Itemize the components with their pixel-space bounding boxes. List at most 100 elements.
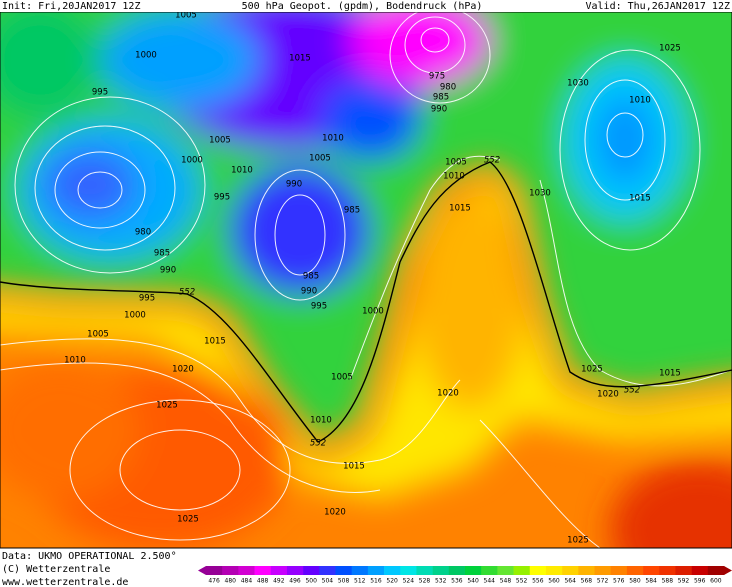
isobar-label: 1000 (362, 307, 384, 317)
isobar-label: 995 (139, 294, 155, 304)
colorbar-label: 588 (662, 578, 674, 585)
isobar-label: 1015 (343, 462, 365, 472)
colorbar-swatch (497, 566, 514, 575)
colorbar-swatch (659, 566, 676, 575)
isobar-label: 990 (431, 105, 447, 115)
data-source: Data: UKMO OPERATIONAL 2.500° (2, 551, 177, 562)
colorbar-label: 548 (500, 578, 512, 585)
isobar-label: 1025 (659, 44, 681, 54)
colorbar-swatch (416, 566, 433, 575)
colorbar-swatch (578, 566, 595, 575)
isobar-label: 1010 (443, 172, 465, 182)
colorbar-label: 492 (273, 578, 285, 585)
isobar-label: 975 (429, 72, 445, 82)
copyright: (C) Wetterzentrale (2, 564, 110, 575)
colorbar-swatch (384, 566, 401, 575)
colorbar-label: 552 (516, 578, 528, 585)
isobar-label: 1010 (310, 416, 332, 426)
colorbar-label: 600 (710, 578, 722, 585)
colorbar-label: 564 (564, 578, 576, 585)
geopotential-label: 552 (624, 386, 640, 396)
colorbar-label: 484 (241, 578, 253, 585)
colorbar-swatch (254, 566, 272, 575)
isobar-label: 985 (303, 272, 319, 282)
isobar-label: 995 (214, 193, 230, 203)
colorbar: 476 480 484 488 492 496 500 504 508 512 516 520 524 5… (198, 566, 732, 585)
isobar-label: 1010 (322, 134, 344, 144)
isobar-label: 995 (311, 302, 327, 312)
header-bar (0, 0, 732, 12)
isobar-label: 1005 (309, 154, 331, 164)
colorbar-swatch (562, 566, 579, 575)
colorbar-arrow-low (198, 566, 206, 575)
isobar-label: 1030 (567, 79, 589, 89)
colorbar-label: 572 (597, 578, 609, 585)
isobar-label: 1010 (629, 96, 651, 106)
colorbar-label: 528 (419, 578, 431, 585)
colorbar-label: 556 (532, 578, 544, 585)
colorbar-swatch (594, 566, 611, 575)
colorbar-label: 580 (629, 578, 641, 585)
colorbar-swatch (610, 566, 628, 575)
isobar-label: 1030 (529, 189, 551, 199)
isobar-label: 1005 (87, 330, 109, 340)
colorbar-label: 540 (467, 578, 479, 585)
isobar-label: 1000 (124, 311, 146, 321)
isobar-label: 1000 (135, 51, 157, 61)
colorbar-swatch (270, 566, 288, 575)
colorbar-swatch (222, 566, 239, 575)
colorbar-swatch (238, 566, 255, 575)
colorbar-swatch (691, 566, 709, 575)
colorbar-label: 524 (403, 578, 415, 585)
isobar-label: 1015 (449, 204, 471, 214)
colorbar-swatch (675, 566, 692, 575)
colorbar-swatch (303, 566, 320, 575)
colorbar-label: 544 (484, 578, 496, 585)
colorbar-swatch (481, 566, 498, 575)
colorbar-swatch (286, 566, 304, 575)
geopotential-label: 552 (484, 156, 500, 166)
isobar-label: 990 (301, 287, 317, 297)
isobar-label: 1020 (597, 390, 619, 400)
colorbar-swatch (432, 566, 450, 575)
colorbar-label: 532 (435, 578, 447, 585)
map-title: 500 hPa Geopot. (gpdm), Bodendruck (hPa) (242, 1, 483, 12)
isobar-label: 985 (433, 93, 449, 103)
isobar-label: 1005 (445, 158, 467, 168)
isobar-label: 1025 (581, 365, 603, 375)
website: www.wetterzentrale.de (2, 577, 128, 587)
valid-time: Valid: Thu,26JAN2017 12Z (586, 1, 731, 12)
colorbar-swatch (351, 566, 369, 575)
colorbar-label: 480 (225, 578, 237, 585)
isobar-label: 1000 (181, 156, 203, 166)
colorbar-swatch (319, 566, 336, 575)
isobar-label: 990 (286, 180, 302, 190)
colorbar-swatch (367, 566, 385, 575)
colorbar-label: 596 (694, 578, 706, 585)
colorbar-label: 488 (257, 578, 269, 585)
colorbar-label: 504 (322, 578, 334, 585)
isobar-label: 1020 (172, 365, 194, 375)
colorbar-swatch (513, 566, 531, 575)
colorbar-label: 576 (613, 578, 625, 585)
init-time: Init: Fri,20JAN2017 12Z (2, 1, 140, 12)
geopotential-label: 552 (310, 439, 326, 449)
isobar-label: 1005 (209, 136, 231, 146)
colorbar-label: 476 (208, 578, 220, 585)
isobar-label: 985 (154, 249, 170, 259)
isobar-label: 985 (344, 206, 360, 216)
isobar-label: 1025 (177, 515, 199, 525)
colorbar-swatch (206, 566, 223, 575)
isobar-label: 1025 (567, 536, 589, 546)
colorbar-arrow-high (724, 566, 732, 575)
colorbar-label: 584 (645, 578, 657, 585)
isobars (0, 12, 732, 548)
isobar-label: 1010 (64, 356, 86, 366)
colorbar-label: 536 (451, 578, 463, 585)
colorbar-swatch (400, 566, 417, 575)
geopotential-552-contour (0, 161, 732, 443)
colorbar-swatch (626, 566, 644, 575)
colorbar-label: 592 (678, 578, 690, 585)
colorbar-swatch (529, 566, 547, 575)
